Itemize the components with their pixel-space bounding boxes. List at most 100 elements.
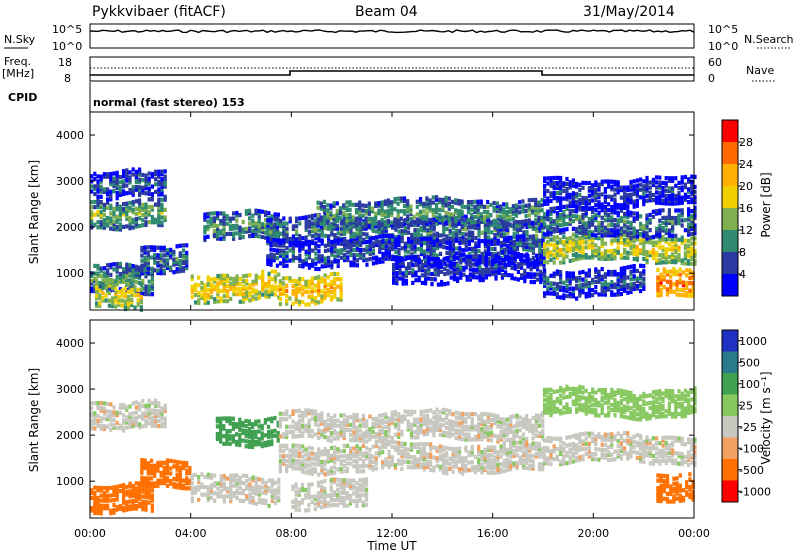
heatmap-cell <box>206 280 210 285</box>
heatmap-cell <box>118 261 122 266</box>
heatmap-cell <box>497 270 501 275</box>
heatmap-cell <box>667 213 671 218</box>
heatmap-cell <box>691 273 695 278</box>
heatmap-cell <box>559 275 563 280</box>
heatmap-cell <box>150 215 154 220</box>
heatmap-cell <box>122 272 126 277</box>
heatmap-cell <box>655 229 659 234</box>
heatmap-cell <box>354 210 359 215</box>
heatmap-cell <box>603 282 607 287</box>
heatmap-cell <box>232 211 236 216</box>
heatmap-cell <box>102 401 106 406</box>
heatmap-cell <box>667 176 671 181</box>
heatmap-cell <box>165 260 170 265</box>
heatmap-cell <box>610 184 614 189</box>
heatmap-cell <box>431 208 435 213</box>
heatmap-cell <box>471 235 475 240</box>
heatmap-cell <box>278 284 282 289</box>
heatmap-cell <box>584 211 588 216</box>
heatmap-band <box>95 278 143 312</box>
heatmap-cell <box>130 302 134 308</box>
heatmap-cell <box>479 204 483 209</box>
heatmap-cell <box>99 498 103 503</box>
heatmap-cell <box>464 227 468 232</box>
heatmap-cell <box>523 271 527 276</box>
heatmap-cell <box>512 234 516 239</box>
heatmap-cell <box>587 270 591 276</box>
heatmap-cell <box>645 239 649 244</box>
heatmap-cell <box>507 250 511 255</box>
heatmap-cell <box>222 286 226 291</box>
y-tick-label: 2000 <box>56 221 84 234</box>
heatmap-cell <box>332 214 336 219</box>
heatmap-cell <box>626 253 630 258</box>
heatmap-cell <box>134 267 138 272</box>
heatmap-cell <box>368 251 372 257</box>
heatmap-cell <box>106 197 110 202</box>
heatmap-cell <box>282 261 286 266</box>
heatmap-cell <box>125 405 129 410</box>
heatmap-cell <box>114 299 118 304</box>
heatmap-cell <box>319 206 323 211</box>
heatmap-cell <box>295 231 299 236</box>
heatmap-cell <box>134 177 138 182</box>
heatmap-cell <box>671 252 675 257</box>
heatmap-cell <box>591 243 595 248</box>
heatmap-cell <box>594 215 598 220</box>
heatmap-cell <box>99 268 103 274</box>
heatmap-cell <box>162 470 166 476</box>
heatmap-cell <box>352 258 356 263</box>
heatmap-cell <box>370 219 375 224</box>
heatmap-cell <box>241 219 245 225</box>
heatmap-cell <box>677 237 681 242</box>
heatmap-cell <box>581 235 585 240</box>
heatmap-cell <box>107 280 111 285</box>
heatmap-cell <box>317 249 321 254</box>
heatmap-cell <box>452 272 456 277</box>
heatmap-cell <box>426 233 430 238</box>
heatmap-cell <box>297 302 302 307</box>
heatmap-cell <box>395 258 399 263</box>
heatmap-cell <box>675 279 679 284</box>
heatmap-cell <box>342 218 346 223</box>
heatmap-cell <box>531 234 535 239</box>
heatmap-cell <box>365 257 369 262</box>
heatmap-cell <box>496 230 500 235</box>
heatmap-cell <box>122 191 126 197</box>
heatmap-cell <box>539 269 543 274</box>
heatmap-cell <box>549 257 553 262</box>
heatmap-cell <box>134 180 138 185</box>
heatmap-cell <box>629 192 633 197</box>
heatmap-cell <box>127 289 131 294</box>
heatmap-cell <box>607 287 611 292</box>
heatmap-cell <box>257 221 261 226</box>
heatmap-cell <box>162 258 166 263</box>
heatmap-cell <box>355 248 359 253</box>
heatmap-cell <box>578 214 582 219</box>
heatmap-cell <box>275 231 279 236</box>
heatmap-cell <box>452 264 456 269</box>
heatmap-cell <box>285 221 289 226</box>
heatmap-cell <box>685 285 689 291</box>
heatmap-cell <box>424 268 428 273</box>
heatmap-cell <box>134 493 138 499</box>
heatmap-cell <box>578 224 582 230</box>
heatmap-cell <box>537 203 541 208</box>
heatmap-cell <box>410 252 414 257</box>
heatmap-cell <box>235 292 239 297</box>
heatmap-cell <box>658 195 662 200</box>
heatmap-cell <box>118 403 122 408</box>
heatmap-cell <box>536 264 540 269</box>
heatmap-cell <box>153 245 157 250</box>
heatmap-cell <box>120 303 124 308</box>
heatmap-cell <box>442 240 446 245</box>
heatmap-cell <box>156 481 160 486</box>
heatmap-cell <box>106 414 110 419</box>
heatmap-cell <box>559 181 563 186</box>
heatmap-cell <box>552 219 556 224</box>
heatmap-cell <box>414 257 418 262</box>
heatmap-cell <box>147 289 151 294</box>
heatmap-cell <box>423 251 427 257</box>
heatmap-cell <box>607 215 611 220</box>
heatmap-cell <box>125 216 129 221</box>
